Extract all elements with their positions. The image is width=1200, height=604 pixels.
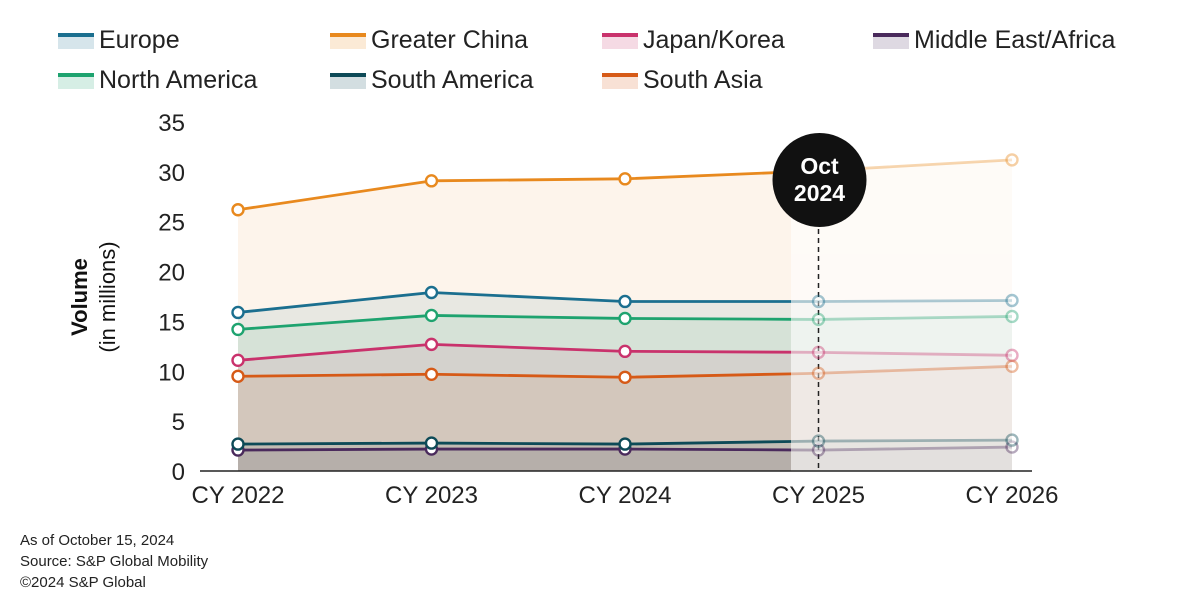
y-tick-label: 25 — [158, 210, 185, 237]
data-point-north-america — [424, 308, 439, 323]
data-points — [231, 153, 1019, 457]
y-axis-title-sub: (in millions) — [95, 241, 120, 352]
x-tick-label: CY 2023 — [385, 482, 478, 509]
footer: As of October 15, 2024 Source: S&P Globa… — [20, 530, 208, 593]
legend-label-greater-china: Greater China — [371, 26, 528, 54]
data-point-japan-korea — [618, 344, 632, 359]
y-axis-title-main: Volume — [67, 258, 92, 336]
y-tick-label: 15 — [158, 309, 185, 336]
data-point-greater-china — [231, 203, 245, 217]
series-area-north-america — [238, 315, 791, 471]
legend-label-middle-east-africa: Middle East/Africa — [914, 26, 1116, 54]
series-line-middle-east-africa — [791, 445, 1013, 452]
series-line-north-america — [791, 315, 1013, 321]
data-point-japan-korea — [811, 345, 826, 360]
legend-line-south-america — [330, 73, 366, 77]
series-line-europe — [791, 299, 1013, 303]
data-point-greater-china — [618, 172, 632, 186]
legend-line-middle-east-africa — [873, 33, 909, 37]
legend-line-greater-china — [330, 33, 366, 37]
data-point-europe — [811, 294, 826, 309]
data-point-europe — [424, 285, 439, 300]
x-tick-label: CY 2025 — [772, 482, 865, 509]
series-lines-forecast — [791, 158, 1013, 452]
series-area-europe — [238, 292, 791, 471]
legend-label-europe: Europe — [99, 26, 180, 54]
series-area-greater-china — [238, 171, 791, 471]
data-point-south-america — [424, 436, 439, 450]
legend-line-europe — [58, 33, 94, 37]
x-tick-label: CY 2024 — [579, 482, 672, 509]
y-tick-label: 30 — [158, 160, 185, 187]
data-point-greater-china — [1005, 153, 1019, 167]
footer-source: Source: S&P Global Mobility — [20, 553, 209, 570]
data-point-north-america — [1005, 309, 1019, 324]
data-point-japan-korea — [424, 337, 439, 352]
y-axis: 0 5 10 15 20 25 30 35 — [158, 110, 185, 486]
data-point-south-asia — [424, 367, 439, 381]
data-point-south-asia — [811, 366, 826, 380]
data-point-north-america — [618, 311, 632, 326]
legend-label-japan-korea: Japan/Korea — [643, 26, 785, 54]
date-marker: Oct 2024 — [772, 133, 867, 227]
x-axis: CY 2022 CY 2023 CY 2024 CY 2025 CY 2026 — [192, 482, 1059, 509]
data-point-south-asia — [618, 370, 632, 384]
legend-line-north-america — [58, 73, 94, 77]
y-tick-label: 35 — [158, 110, 185, 137]
y-tick-label: 10 — [158, 359, 185, 386]
data-point-europe — [231, 305, 245, 320]
y-tick-label: 0 — [172, 459, 185, 486]
legend-line-south-asia — [602, 73, 638, 77]
data-point-south-america — [1005, 433, 1019, 447]
data-point-greater-china — [424, 174, 439, 188]
data-point-north-america — [811, 312, 826, 327]
series-line-south-asia — [791, 364, 1013, 376]
data-point-south-america — [811, 434, 826, 448]
x-tick-label: CY 2022 — [192, 482, 285, 509]
data-point-middle-east-africa — [1005, 440, 1019, 454]
data-point-south-asia — [231, 369, 245, 383]
series-line-greater-china — [791, 158, 1013, 174]
data-point-north-america — [231, 322, 245, 337]
date-marker-year: 2024 — [794, 180, 845, 206]
legend-label-north-america: North America — [99, 66, 257, 94]
data-point-japan-korea — [1005, 348, 1019, 363]
x-tick-label: CY 2026 — [966, 482, 1059, 509]
date-marker-month: Oct — [800, 153, 839, 179]
data-point-japan-korea — [231, 353, 245, 368]
series-area-middle-east-africa — [238, 449, 791, 471]
series-area-south-asia — [238, 373, 791, 471]
date-marker-circle — [772, 133, 867, 227]
series-line-south-america — [791, 438, 1013, 443]
data-point-south-america — [618, 437, 632, 451]
legend-line-japan-korea — [602, 33, 638, 37]
data-point-south-asia — [1005, 359, 1019, 373]
series-line-japan-korea — [791, 350, 1013, 357]
legend-label-south-america: South America — [371, 66, 534, 94]
y-tick-label: 20 — [158, 260, 185, 287]
footer-as-of: As of October 15, 2024 — [20, 532, 175, 549]
data-point-middle-east-africa — [811, 443, 826, 457]
y-tick-label: 5 — [172, 409, 185, 436]
legend-label-south-asia: South Asia — [643, 66, 763, 94]
data-point-south-america — [231, 437, 245, 451]
footer-copyright: ©2024 S&P Global — [20, 574, 146, 591]
legend: Europe Greater China Japan/Korea Middle Eas… — [58, 26, 1116, 94]
y-axis-title: Volume (in millions) — [67, 241, 120, 352]
data-point-europe — [618, 294, 632, 309]
data-point-europe — [1005, 293, 1019, 308]
